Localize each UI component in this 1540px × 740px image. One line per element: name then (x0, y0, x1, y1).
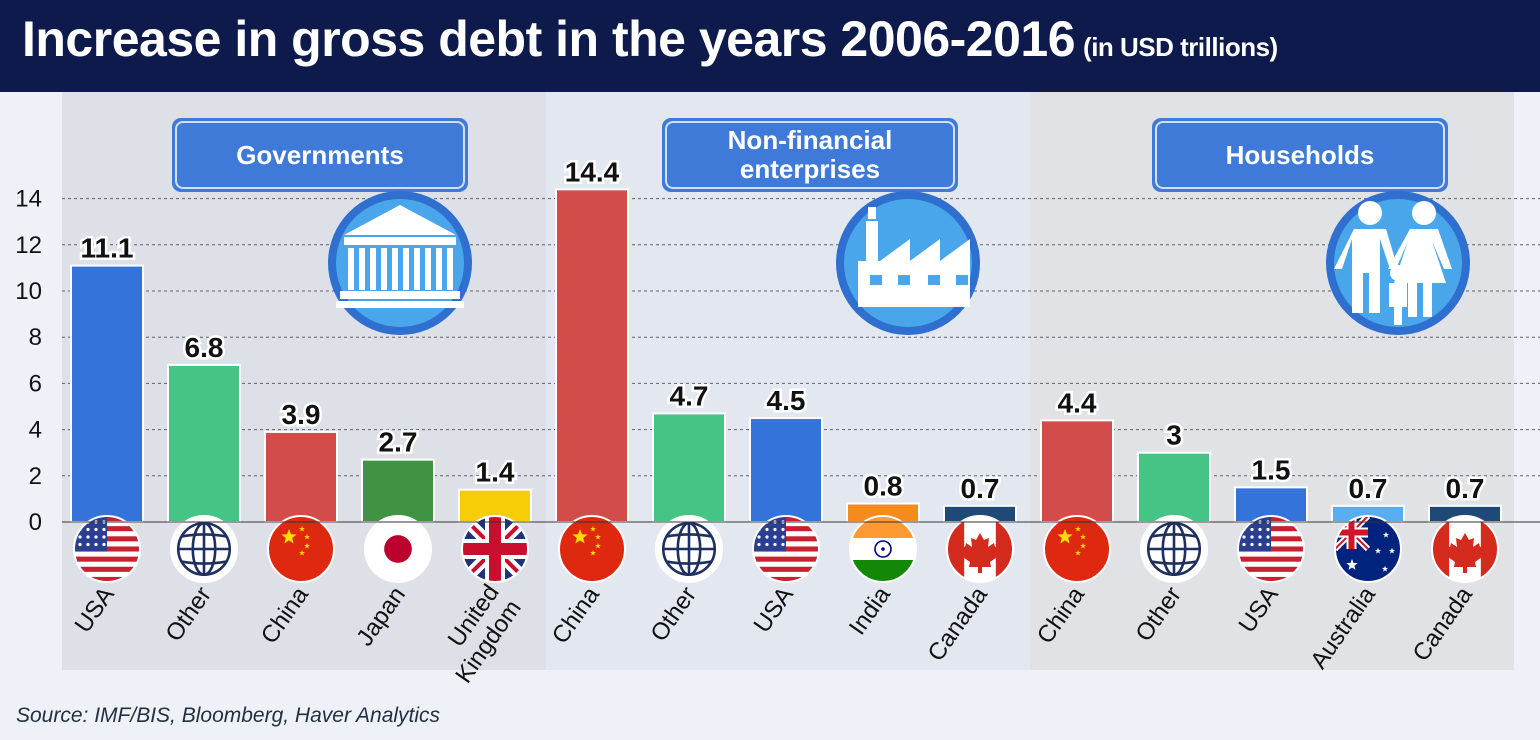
bar (1040, 419, 1114, 523)
data-label: 4.7 (670, 380, 709, 411)
data-label: 3 (1166, 420, 1182, 451)
panel-label-button: Households (1152, 118, 1448, 192)
china-flag-icon (267, 515, 335, 583)
panel-label: Governments (236, 140, 404, 170)
china-flag-icon (558, 515, 626, 583)
data-label: 0.7 (961, 473, 1000, 504)
y-tick-label: 14 (15, 186, 42, 213)
panel-label-line: Non-financial (728, 125, 893, 155)
panel-label-button: Governments (172, 118, 468, 192)
bar (1137, 451, 1211, 524)
data-label: 11.1 (81, 233, 134, 264)
uk-flag-icon (461, 515, 529, 583)
y-tick-label: 2 (29, 463, 42, 490)
family-icon (1334, 201, 1452, 325)
y-tick-label: 10 (15, 278, 42, 305)
globe-icon (655, 515, 723, 583)
usa-flag-icon (1237, 515, 1305, 583)
government-building-icon (336, 205, 464, 308)
usa-flag-icon (73, 515, 141, 583)
bar-chart: 0 2 4 6 8 10 12 14 Governments Non-financialenter… (15, 92, 1540, 688)
y-tick-label: 0 (29, 509, 42, 536)
factory-icon (858, 207, 970, 307)
y-tick-label: 12 (15, 232, 42, 259)
source-note: Source: IMF/BIS, Bloomberg, Haver Analyt… (16, 704, 441, 727)
panel-label-line: enterprises (740, 154, 880, 184)
india-flag-icon (849, 515, 917, 583)
header-bar: Increase in gross debt in the years 2006… (0, 0, 1540, 92)
chart-title: Increase in gross debt in the years 2006… (22, 11, 1278, 67)
globe-icon (1140, 515, 1208, 583)
canada-flag-icon (1431, 515, 1499, 583)
data-label: 3.9 (282, 399, 321, 430)
y-tick-label: 6 (29, 370, 42, 397)
bar (749, 417, 823, 523)
china-flag-icon (1043, 515, 1111, 583)
data-label: 4.5 (767, 385, 806, 416)
data-label: 1.4 (476, 457, 515, 488)
australia-flag-icon (1334, 515, 1402, 583)
panel-badge (836, 191, 980, 335)
data-label: 2.7 (379, 427, 418, 458)
panel-badge (328, 191, 472, 335)
japan-flag-icon (364, 515, 432, 583)
bar (167, 363, 241, 524)
bar (70, 264, 144, 523)
chart-subtitle: (in USD trillions) (1083, 32, 1278, 62)
data-label: 4.4 (1058, 387, 1097, 418)
bar (652, 412, 726, 523)
data-label: 0.7 (1446, 473, 1485, 504)
data-label: 14.4 (565, 156, 620, 187)
data-label: 1.5 (1252, 454, 1291, 485)
globe-icon (170, 515, 238, 583)
data-label: 0.7 (1349, 473, 1388, 504)
data-label: 0.8 (864, 471, 903, 502)
bar (264, 430, 338, 523)
data-label: 6.8 (185, 332, 224, 363)
usa-flag-icon (752, 515, 820, 583)
panel-badge (1326, 191, 1470, 335)
y-tick-label: 8 (29, 324, 42, 351)
canada-flag-icon (946, 515, 1014, 583)
bar (555, 188, 629, 524)
bar (361, 458, 435, 524)
y-tick-label: 4 (29, 417, 42, 444)
panel-label: Households (1226, 140, 1375, 170)
